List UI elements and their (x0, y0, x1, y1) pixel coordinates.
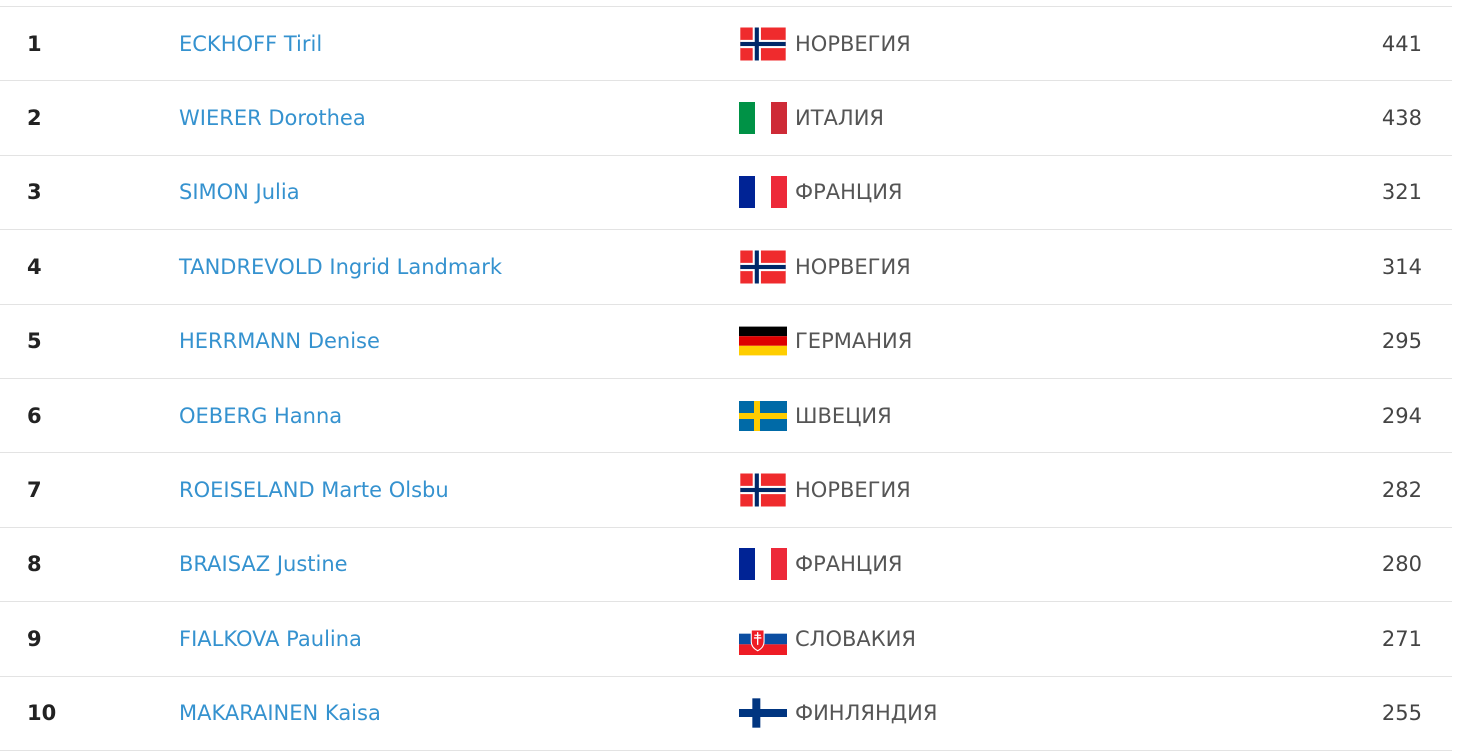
rank: 1 (27, 31, 42, 56)
country: НОРВЕГИЯ (795, 254, 911, 279)
table-row: 2 WIERER Dorothea ИТАЛИЯ 438 (0, 81, 1452, 156)
points: 294 (1381, 403, 1422, 428)
flag (739, 474, 787, 507)
rank: 4 (27, 254, 42, 279)
points: 438 (1381, 106, 1422, 131)
athlete-link[interactable]: TANDREVOLD Ingrid Landmark (179, 254, 503, 279)
country: ФРАНЦИЯ (795, 552, 903, 577)
athlete-link[interactable]: FIALKOVA Paulina (179, 626, 362, 651)
country: ФИНЛЯНДИЯ (795, 701, 938, 726)
flag (739, 250, 787, 283)
flag (739, 102, 787, 135)
country: СЛОВАКИЯ (795, 626, 916, 651)
flag (739, 27, 787, 60)
rank: 5 (27, 329, 42, 354)
athlete-link[interactable]: BRAISAZ Justine (179, 552, 348, 577)
points: 255 (1381, 701, 1422, 726)
rank: 3 (27, 180, 42, 205)
flag (739, 325, 787, 358)
points: 280 (1381, 552, 1422, 577)
table-row: 6 OEBERG Hanna ШВЕЦИЯ 294 (0, 379, 1452, 454)
points: 321 (1381, 180, 1422, 205)
table-row: 9 FIALKOVA Paulina СЛОВАКИЯ 271 (0, 602, 1452, 677)
flag (739, 176, 787, 209)
rank: 8 (27, 552, 42, 577)
table-row: 10 MAKARAINEN Kaisa ФИНЛЯНДИЯ 255 (0, 677, 1452, 751)
athlete-link[interactable]: HERRMANN Denise (179, 329, 380, 354)
country: ГЕРМАНИЯ (795, 329, 913, 354)
rank: 2 (27, 106, 42, 131)
flag (739, 622, 787, 655)
points: 295 (1381, 329, 1422, 354)
flag (739, 697, 787, 730)
athlete-link[interactable]: MAKARAINEN Kaisa (179, 701, 381, 726)
points: 282 (1381, 478, 1422, 503)
athlete-link[interactable]: WIERER Dorothea (179, 106, 366, 131)
athlete-link[interactable]: ECKHOFF Tiril (179, 31, 323, 56)
table-row: 8 BRAISAZ Justine ФРАНЦИЯ 280 (0, 528, 1452, 603)
country: ФРАНЦИЯ (795, 180, 903, 205)
table-row: 3 SIMON Julia ФРАНЦИЯ 321 (0, 156, 1452, 231)
table-row: 1 ECKHOFF Tiril НОРВЕГИЯ 441 (0, 7, 1452, 82)
table-row: 7 ROEISELAND Marte Olsbu НОРВЕГИЯ 282 (0, 453, 1452, 528)
country: ШВЕЦИЯ (795, 403, 892, 428)
points: 441 (1381, 31, 1422, 56)
rank: 7 (27, 478, 42, 503)
rank: 9 (27, 626, 42, 651)
country: НОРВЕГИЯ (795, 31, 911, 56)
rank: 10 (27, 701, 57, 726)
flag (739, 399, 787, 432)
table-row: 5 HERRMANN Denise ГЕРМАНИЯ 295 (0, 305, 1452, 379)
points: 271 (1381, 626, 1422, 651)
athlete-link[interactable]: ROEISELAND Marte Olsbu (179, 478, 449, 503)
points: 314 (1381, 254, 1422, 279)
athlete-link[interactable]: SIMON Julia (179, 180, 300, 205)
athlete-link[interactable]: OEBERG Hanna (179, 403, 343, 428)
flag (739, 548, 787, 581)
country: НОРВЕГИЯ (795, 478, 911, 503)
rank: 6 (27, 403, 42, 428)
table-row: 4 TANDREVOLD Ingrid Landmark НОРВЕГИЯ 314 (0, 230, 1452, 305)
country: ИТАЛИЯ (795, 106, 884, 131)
standings-table: 1 ECKHOFF Tiril НОРВЕГИЯ 441 2 WIERER Doroth… (0, 6, 1452, 751)
